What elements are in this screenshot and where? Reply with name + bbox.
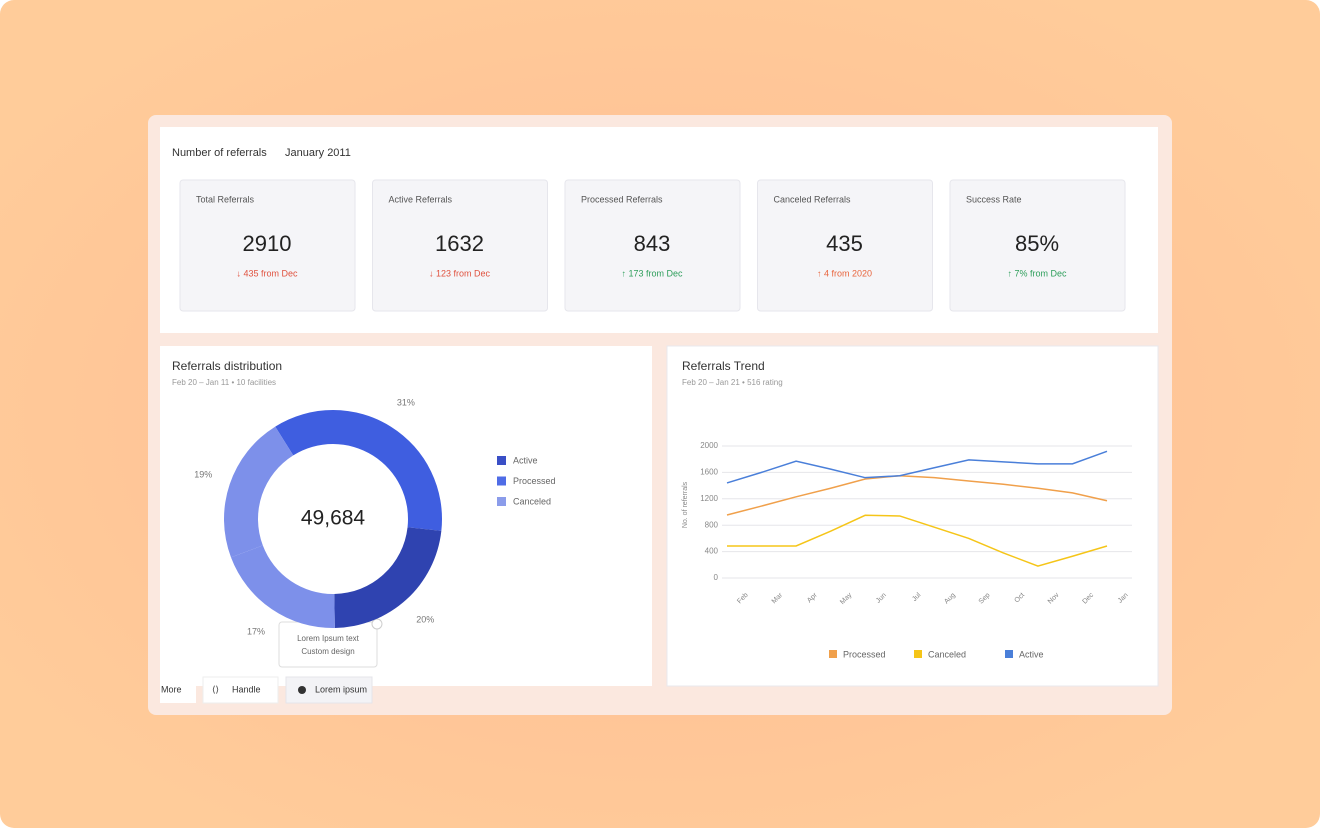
chart-title: Referrals Trend [682, 359, 765, 373]
tab[interactable] [285, 676, 373, 704]
kpi-card [564, 179, 741, 312]
tab-icon: ⟨⟩ [212, 684, 219, 694]
line-series [727, 514, 1108, 567]
tab[interactable] [202, 676, 279, 704]
kpi-delta: ↓ 123 from Dec [429, 268, 491, 278]
legend-swatch [914, 650, 922, 658]
pie-slice [334, 527, 442, 628]
kpi-delta: ↑ 173 from Dec [621, 268, 683, 278]
legend-label: Processed [843, 649, 886, 659]
legend-swatch [497, 476, 506, 486]
line-series [726, 474, 1108, 516]
tab-icon [298, 686, 306, 694]
y-tick-label: 0 [714, 573, 719, 582]
legend-swatch [497, 497, 506, 506]
tooltip-text: Lorem Ipsum text [297, 634, 360, 643]
center-label: 49,684 [301, 507, 366, 530]
tab[interactable] [160, 677, 196, 703]
kpi-delta: ↓ 435 from Dec [236, 268, 298, 278]
kpi-label: Processed Referrals [581, 194, 663, 204]
tab-label: Lorem ipsum [315, 684, 367, 694]
slice-label: 31% [397, 397, 415, 407]
legend-label: Processed [513, 476, 556, 486]
kpi-delta: ↑ 7% from Dec [1007, 268, 1067, 278]
y-tick-label: 800 [705, 520, 719, 529]
tooltip-text: Custom design [301, 647, 354, 656]
slice-label: 20% [416, 615, 434, 625]
kpi-card [179, 179, 356, 312]
kpi-value: 435 [826, 231, 863, 256]
slice-label: 17% [247, 627, 265, 637]
kpi-card [372, 179, 548, 312]
tab-label: More [161, 684, 182, 694]
kpi-delta: ↑ 4 from 2020 [817, 268, 872, 278]
y-axis-label: No. of referrals [682, 481, 689, 528]
legend-label: Canceled [513, 496, 551, 506]
y-tick-label: 1200 [700, 494, 718, 503]
tooltip-handle[interactable] [371, 618, 383, 630]
kpi-value: 85% [1015, 231, 1059, 256]
legend-swatch [497, 456, 506, 465]
kpi-label: Total Referrals [196, 194, 255, 204]
slice-label: 19% [194, 469, 212, 479]
kpi-value: 843 [634, 231, 671, 256]
kpi-value: 1632 [435, 231, 484, 256]
tab-label: Handle [232, 684, 261, 694]
legend-swatch [1005, 650, 1013, 658]
x-tick-label: Jul [911, 591, 923, 603]
kpi-card [949, 179, 1126, 312]
y-tick-label: 400 [705, 547, 719, 556]
kpi-label: Success Rate [966, 194, 1022, 204]
y-tick-label: 2000 [700, 441, 718, 450]
legend-swatch [829, 650, 837, 658]
kpi-label: Canceled Referrals [774, 194, 852, 204]
line-series [726, 450, 1108, 484]
chart-subtitle: Feb 20 – Jan 21 • 516 rating [682, 378, 783, 387]
pie-slice [230, 545, 335, 628]
y-tick-label: 1600 [700, 468, 718, 477]
summary-period: January 2011 [285, 147, 351, 159]
kpi-value: 2910 [243, 231, 292, 256]
kpi-label: Active Referrals [389, 194, 453, 204]
tooltip [278, 621, 378, 668]
pie-slice [223, 426, 294, 558]
pie-slice [275, 409, 442, 531]
legend-label: Canceled [928, 649, 966, 659]
legend-label: Active [513, 455, 538, 465]
trend-card [666, 345, 1159, 687]
chart-subtitle: Feb 20 – Jan 11 • 10 facilities [172, 378, 276, 387]
kpi-card [757, 179, 933, 312]
legend-label: Active [1019, 649, 1044, 659]
chart-title: Referrals distribution [172, 359, 282, 373]
summary-title: Number of referrals [172, 147, 267, 159]
